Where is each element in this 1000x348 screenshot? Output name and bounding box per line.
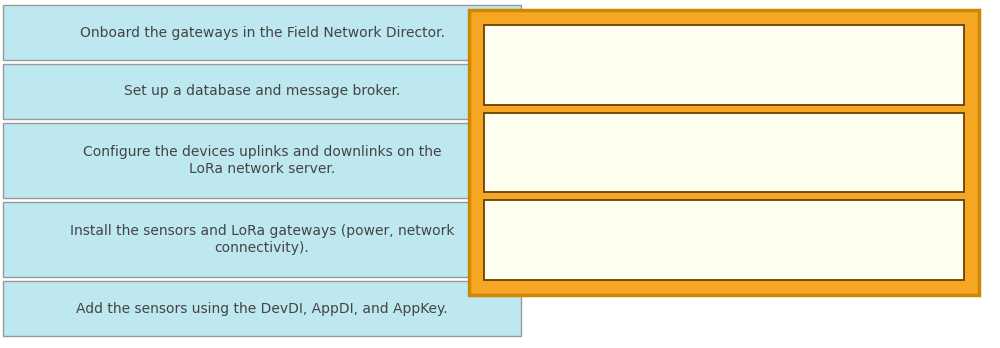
Bar: [3, 202, 521, 277]
Bar: [484, 113, 964, 192]
Bar: [3, 64, 521, 119]
Bar: [3, 281, 521, 336]
Bar: [484, 25, 964, 105]
Text: Onboard the gateways in the Field Network Director.: Onboard the gateways in the Field Networ…: [80, 25, 444, 40]
Text: Configure the devices uplinks and downlinks on the
LoRa network server.: Configure the devices uplinks and downli…: [83, 145, 441, 176]
Bar: [3, 5, 521, 60]
Bar: [484, 200, 964, 280]
Bar: [469, 10, 979, 295]
Bar: [3, 123, 521, 198]
Text: Set up a database and message broker.: Set up a database and message broker.: [124, 85, 400, 98]
Text: Install the sensors and LoRa gateways (power, network
connectivity).: Install the sensors and LoRa gateways (p…: [70, 224, 454, 255]
Text: Add the sensors using the DevDI, AppDI, and AppKey.: Add the sensors using the DevDI, AppDI, …: [76, 301, 448, 316]
